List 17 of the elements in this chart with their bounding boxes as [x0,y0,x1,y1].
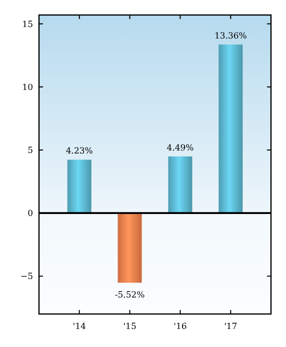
data-label: 4.23% [66,146,93,157]
y-tick-label: 10 [22,82,33,93]
bar [168,156,192,214]
x-tick-label: '15 [123,322,136,332]
x-tick-label: '16 [174,322,187,332]
bar [118,213,142,283]
y-tick-label: 0 [28,209,33,220]
bar [218,44,243,214]
y-tick-label: 15 [22,20,33,30]
data-label: 4.49% [166,143,194,154]
data-label: 13.36% [214,32,247,42]
y-tick-label: −5 [20,272,33,282]
data-label: -5.52% [114,290,145,301]
bar [67,160,92,214]
y-tick-label: 5 [28,146,33,156]
x-tick-label: '17 [224,322,238,332]
x-tick-label: '14 [72,322,86,332]
